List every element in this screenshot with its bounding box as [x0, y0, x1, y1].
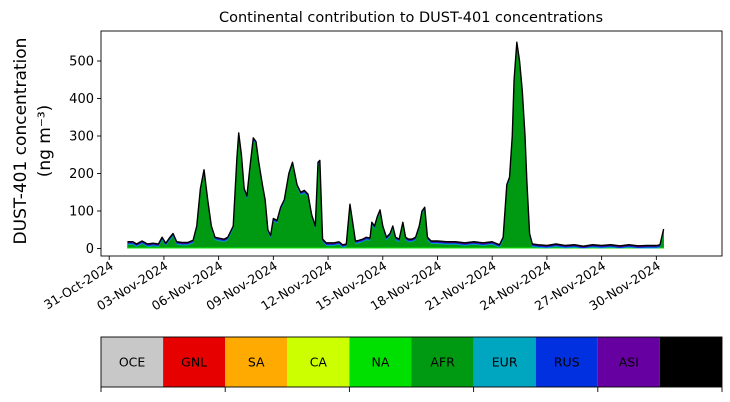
y-tick-label: 500	[69, 55, 94, 70]
legend-swatch-sa	[225, 337, 288, 387]
y-axis-label: DUST-401 concentration (ng m⁻³)	[11, 38, 55, 245]
legend-swatch-eur	[473, 337, 536, 387]
legend-frame	[100, 336, 723, 388]
legend-swatch-rus	[535, 337, 598, 387]
legend-label-ca: CA	[310, 355, 328, 370]
y-tick-label: 0	[86, 242, 94, 257]
y-axis: 0 100 200 300 400 500	[69, 55, 101, 257]
chart-title: Continental contribution to DUST-401 con…	[219, 10, 603, 26]
y-tick-label: 400	[69, 92, 94, 107]
legend-label-asi: ASI	[619, 355, 639, 370]
legend-label-oce: OCE	[119, 355, 146, 370]
legend-label-sa: SA	[248, 355, 265, 370]
legend-label-aus: AUS	[678, 355, 704, 370]
legend-label-afr: AFR	[430, 355, 455, 370]
legend-swatch-aus	[659, 337, 722, 387]
area-afr	[127, 45, 664, 249]
legend-swatch-na	[349, 337, 412, 387]
y-axis-label-line1: DUST-401 concentration	[11, 38, 31, 245]
legend-swatch-gnl	[163, 337, 226, 387]
y-tick-label: 200	[69, 167, 94, 182]
legend-label-gnl: GNL	[181, 355, 207, 370]
y-tick-label: 300	[69, 130, 94, 145]
legend-label-eur: EUR	[492, 355, 518, 370]
x-axis: 31-Oct-202403-Nov-202406-Nov-202409-Nov-…	[41, 256, 663, 313]
plot-area	[100, 30, 723, 257]
plot-frame	[100, 30, 723, 257]
total-concentration-line	[127, 41, 665, 247]
legend-label-rus: RUS	[554, 355, 580, 370]
legend-swatch-afr	[411, 337, 474, 387]
area-na	[127, 247, 664, 249]
y-axis-label-line2: (ng m⁻³)	[35, 105, 55, 178]
legend: OCE GNL SA CA NA AFR EUR RUS ASI AUS	[100, 336, 723, 392]
legend-swatch-oce	[101, 337, 164, 387]
legend-swatch-asi	[597, 337, 660, 387]
legend-label-na: NA	[371, 355, 389, 370]
y-tick-label: 100	[69, 205, 94, 220]
legend-swatch-ca	[287, 337, 350, 387]
